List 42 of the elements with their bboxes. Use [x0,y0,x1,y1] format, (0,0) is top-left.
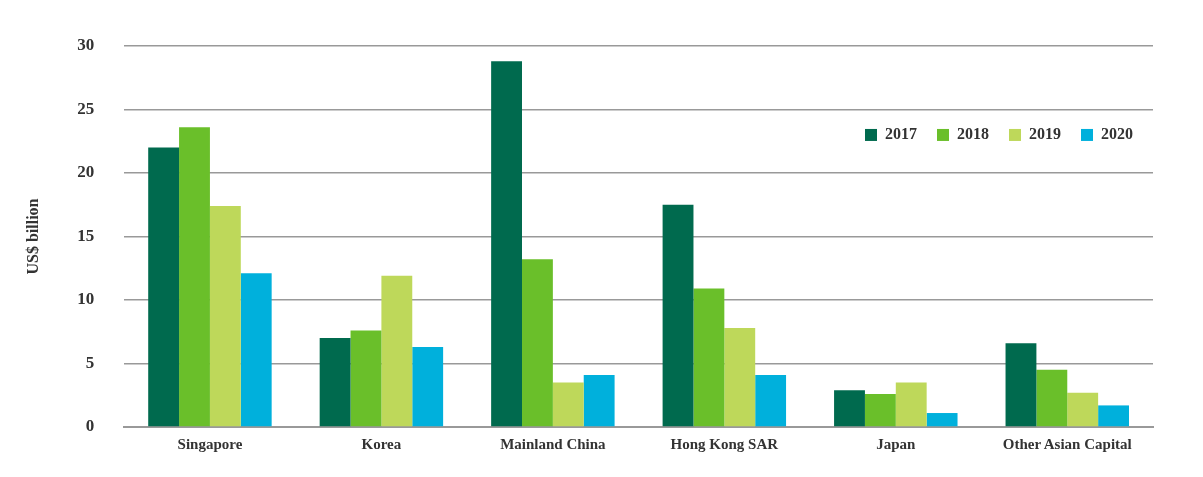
bar [179,127,210,427]
y-axis-title: US$ billion [23,198,41,275]
x-tick-label: Singapore [177,435,243,452]
y-tick-label: 10 [77,289,95,309]
y-tick-label: 30 [77,35,95,55]
bar [583,374,615,427]
legend-label: 2019 [1029,125,1061,143]
legend-label: 2020 [1101,125,1133,143]
x-tick-label: Other Asian Capital [1002,435,1132,452]
bar [412,346,444,427]
x-tick-label: Mainland China [500,435,607,452]
bar [148,147,180,427]
legend-label: 2018 [957,125,989,143]
x-tick-label: Japan [876,435,917,452]
bar [522,259,553,427]
y-tick-label: 5 [85,352,95,372]
bar [319,338,351,427]
bar [1098,405,1129,427]
bar [1067,392,1099,427]
bar [755,374,787,427]
y-tick-label: 15 [77,225,95,245]
bar [552,382,584,427]
bar [662,204,694,427]
bar [895,382,927,427]
bar [1005,343,1037,427]
bar [693,288,725,427]
y-tick-label: 25 [77,98,95,118]
y-tick-label: 20 [77,162,95,182]
bar [864,393,896,427]
x-tick-label: Korea [361,435,402,452]
y-tick-label: 0 [85,416,95,436]
bar [1036,369,1068,427]
bar [491,61,522,427]
bar [381,275,413,427]
bar [209,206,241,427]
legend-label: 2017 [885,125,917,143]
x-tick-label: Hong Kong SAR [670,435,779,452]
bar [240,273,272,427]
bar [724,327,756,427]
bar [834,390,865,427]
bar [926,413,958,427]
bar [350,330,382,427]
